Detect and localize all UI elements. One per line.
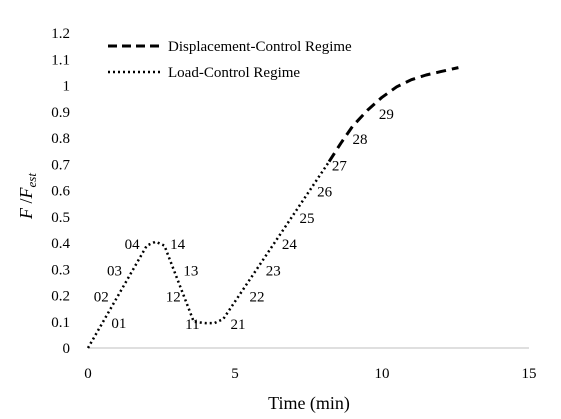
x-tick-label: 5 [231,366,239,382]
y-tick-label: 0.1 [51,315,70,331]
point-label: 14 [170,237,186,253]
point-label: 28 [352,132,367,148]
point-label: 21 [230,317,245,333]
y-tick-label: 0.7 [51,157,70,173]
y-tick-label: 0.3 [51,262,70,278]
y-tick-label: 0.9 [51,105,70,121]
y-tick-labels: 0 0.1 0.2 0.3 0.4 0.5 0.6 0.7 0.8 0.9 1 1.1 1.2 [51,26,70,357]
series-lines [86,66,459,349]
point-label: 01 [111,316,126,332]
y-tick-label: 0 [63,341,71,357]
series-line-load-control-regime [86,160,331,349]
y-label-subscript: est [24,173,39,188]
point-label: 22 [250,290,265,306]
point-label: 11 [185,317,199,333]
series-line-displacement-control-regime [327,66,459,163]
x-tick-label: 0 [84,366,92,382]
x-axis-label: Time (min) [268,393,350,414]
y-tick-label: 1.2 [51,26,70,42]
x-tick-labels: 0 5 10 15 [84,366,536,382]
point-label: 12 [166,290,181,306]
point-label: 25 [300,211,315,227]
point-label: 26 [317,185,333,201]
point-label: 02 [94,290,109,306]
y-tick-label: 0.6 [51,184,70,200]
y-label-separator: / [16,198,36,208]
point-label: 27 [332,158,348,174]
point-label: 23 [266,263,281,279]
legend-label-load: Load-Control Regime [168,65,300,81]
y-label-denominator: F [16,186,36,199]
point-label: 03 [107,263,122,279]
x-tick-label: 15 [522,366,537,382]
point-label: 13 [183,263,198,279]
point-label: 29 [379,107,394,123]
y-label-numerator: F [16,207,36,220]
y-tick-label: 0.4 [51,236,70,252]
point-label: 04 [125,237,141,253]
x-tick-label: 10 [375,366,390,382]
y-tick-label: 1 [63,79,71,95]
y-tick-label: 1.1 [51,52,70,68]
y-axis-label: F /Fest [16,173,39,220]
y-tick-label: 0.8 [51,131,70,147]
legend: Displacement-Control Regime Load-Control… [108,39,352,81]
legend-label-displacement: Displacement-Control Regime [168,39,352,55]
y-tick-label: 0.5 [51,210,70,226]
point-label: 24 [282,237,298,253]
y-tick-label: 0.2 [51,289,70,305]
